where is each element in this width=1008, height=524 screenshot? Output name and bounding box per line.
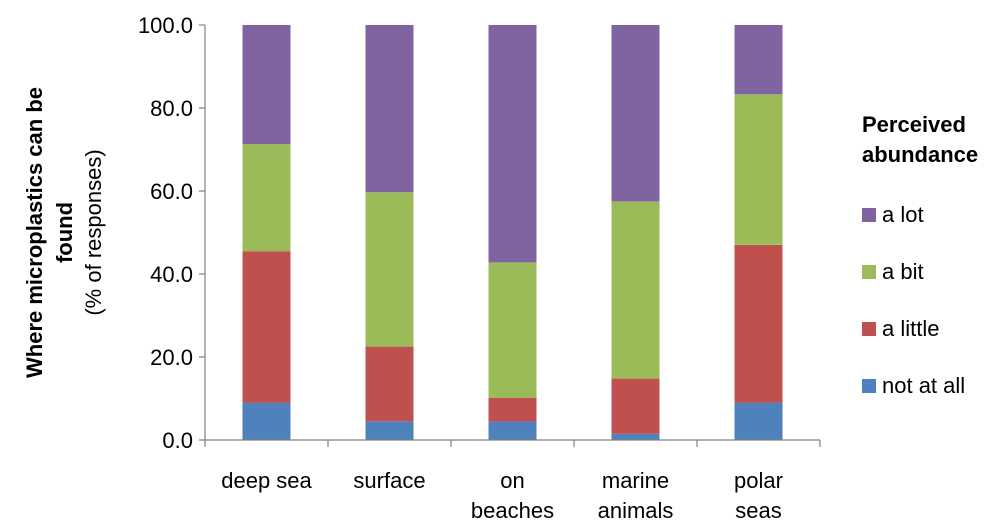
bar-segment-not-at-all — [365, 421, 414, 440]
y-tick-label: 20.0 — [150, 345, 193, 370]
bar-segment-a-little — [365, 346, 414, 422]
legend-swatch — [862, 379, 876, 393]
y-tick-label: 60.0 — [150, 179, 193, 204]
bar-segment-a-little — [242, 251, 291, 403]
bar-segment-a-lot — [365, 25, 414, 193]
y-axis-title: Where microplastics can be found (% of res… — [22, 87, 106, 378]
x-tick-label: marine animals — [598, 468, 674, 523]
legend-title: Perceived abundance — [862, 112, 978, 167]
bar-segment-not-at-all — [242, 402, 291, 440]
bar-segment-a-little — [488, 397, 537, 422]
bar-segment-a-little — [734, 245, 783, 403]
bar-segment-not-at-all — [488, 421, 537, 440]
bar-segment-not-at-all — [611, 433, 660, 440]
y-tick-label: 40.0 — [150, 262, 193, 287]
legend-swatch — [862, 322, 876, 336]
legend-label: a lot — [882, 202, 924, 227]
y-axis-label: Where microplastics can be found (% of res… — [22, 87, 106, 378]
bar-segment-not-at-all — [734, 402, 783, 440]
y-tick-label: 80.0 — [150, 96, 193, 121]
y-tick-label: 0.0 — [162, 428, 193, 453]
axes-layer: 0.0 20.0 40.0 60.0 80.0 100.0 deep sea surface o… — [138, 13, 821, 523]
x-tick-label: deep sea — [221, 468, 312, 493]
legend: Perceived abundance a lot a bit a little not … — [862, 112, 978, 398]
bar-segment-a-lot — [734, 25, 783, 95]
bar-segment-a-bit — [488, 262, 537, 398]
legend-label: not at all — [882, 373, 965, 398]
bars-layer — [242, 25, 783, 440]
legend-swatch — [862, 265, 876, 279]
bar-segment-a-lot — [488, 25, 537, 263]
bar-segment-a-little — [611, 378, 660, 434]
bar-segment-a-bit — [611, 201, 660, 379]
bar-segment-a-bit — [734, 94, 783, 245]
bar-segment-a-bit — [365, 192, 414, 347]
legend-label: a bit — [882, 259, 924, 284]
legend-label: a little — [882, 316, 939, 341]
legend-swatch — [862, 208, 876, 222]
x-tick-label: polar seas — [734, 468, 783, 523]
y-tick-label: 100.0 — [138, 13, 193, 38]
x-tick-label: surface — [353, 468, 425, 493]
bar-segment-a-lot — [611, 25, 660, 202]
bar-segment-a-lot — [242, 25, 291, 145]
bar-segment-a-bit — [242, 144, 291, 252]
x-tick-label: on beaches — [471, 468, 554, 523]
